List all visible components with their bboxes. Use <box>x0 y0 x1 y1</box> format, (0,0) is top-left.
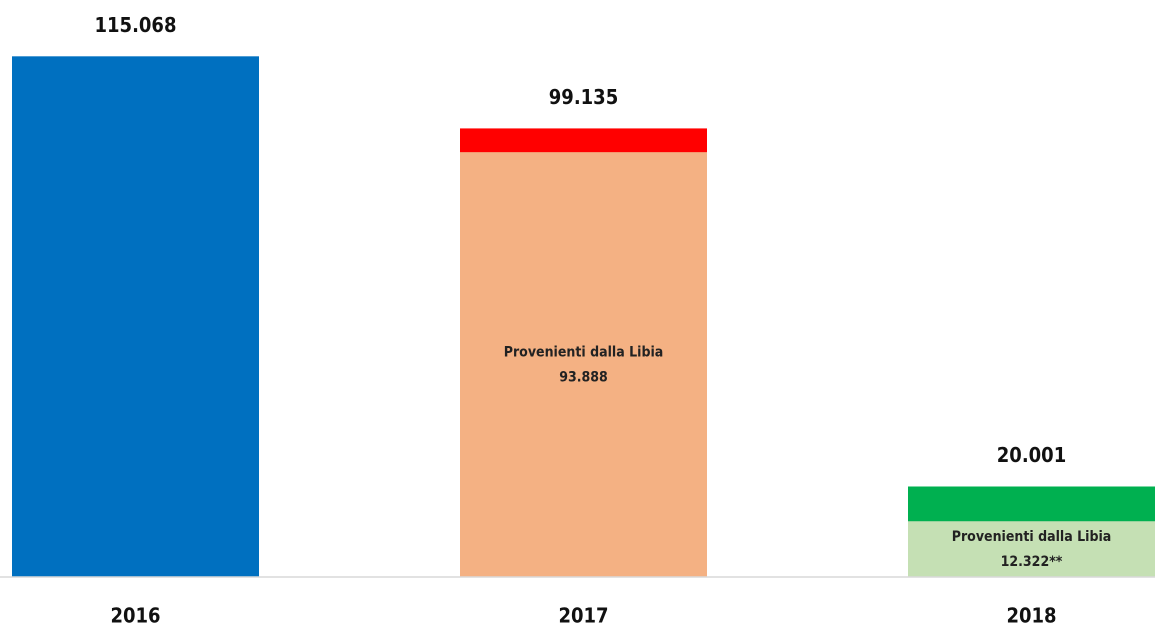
x-tick-label: 2017 <box>558 604 608 628</box>
value-label: 20.001 <box>997 443 1066 467</box>
segment-name: Provenienti dalla Libia <box>952 529 1112 545</box>
bar <box>12 56 259 577</box>
x-tick-label: 2016 <box>110 604 160 628</box>
segment-label: 93.888 <box>559 370 608 386</box>
x-tick-label: 2018 <box>1006 604 1056 628</box>
value-label: 99.135 <box>549 85 618 109</box>
segment-label: 12.322** <box>1001 554 1063 570</box>
segment <box>460 152 707 577</box>
value-label: 115.068 <box>95 13 177 37</box>
segment <box>908 521 1155 577</box>
segment-name: Provenienti dalla Libia <box>504 345 664 361</box>
